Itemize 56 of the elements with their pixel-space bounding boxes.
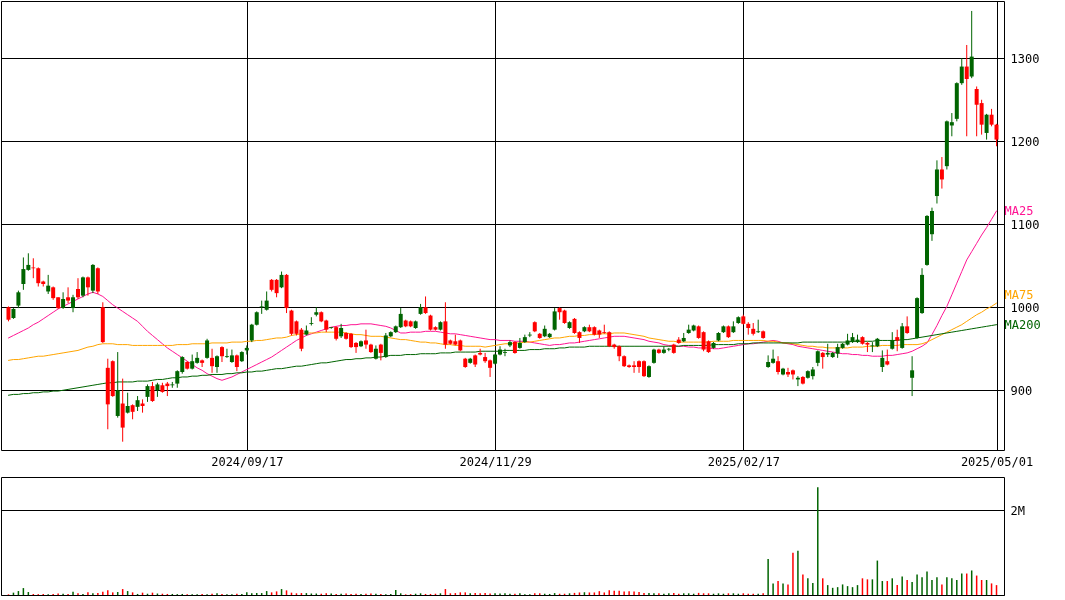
x-tick-label: 2025/02/17	[707, 454, 780, 469]
series-label: MA75	[1004, 288, 1034, 303]
candlestick	[249, 323, 254, 343]
candlestick	[309, 316, 314, 327]
candlestick	[398, 307, 403, 329]
candlestick	[229, 349, 234, 364]
y-tick-label: 1200	[1010, 134, 1040, 149]
candlestick	[443, 301, 448, 350]
y-tick-label: 2M	[1010, 503, 1025, 518]
candlestick	[910, 355, 915, 397]
candlestick	[61, 291, 66, 310]
candlestick	[776, 355, 781, 375]
candlestick	[994, 123, 999, 147]
candlestick	[895, 329, 900, 352]
candlestick	[378, 343, 383, 361]
candlestick	[964, 44, 969, 137]
candlestick	[507, 339, 512, 348]
candlestick	[264, 290, 269, 312]
candlestick	[31, 257, 36, 279]
candlestick	[483, 352, 488, 364]
candlestick	[75, 277, 80, 300]
candlestick	[939, 156, 944, 190]
candlestick	[21, 256, 26, 291]
candlestick	[766, 354, 771, 369]
candlestick	[274, 278, 279, 298]
line-series	[7, 210, 998, 381]
candlestick	[66, 286, 71, 304]
line-series	[7, 302, 998, 361]
candlestick	[150, 381, 155, 403]
candlestick	[210, 348, 215, 374]
y-tick-label: 1000	[1010, 300, 1040, 315]
candlestick	[661, 345, 666, 355]
candlestick	[502, 348, 507, 357]
series-label: MA200	[1004, 317, 1041, 332]
y-tick-label: 900	[1010, 383, 1033, 398]
candlestick	[289, 309, 294, 336]
candlestick	[756, 319, 761, 334]
candlestick	[905, 315, 910, 335]
candlestick	[984, 113, 989, 141]
x-tick-label: 2025/05/01	[960, 454, 1034, 469]
x-tick-label: 2024/11/29	[459, 454, 532, 469]
candlestick	[36, 266, 41, 287]
candlestick	[200, 359, 205, 368]
candlestick	[205, 338, 210, 360]
x-tick-label: 2024/09/17	[211, 454, 284, 469]
y-tick-label: 1300	[1010, 51, 1040, 66]
y-tick-label: 1100	[1010, 217, 1040, 232]
candlestick	[959, 57, 964, 86]
candlestick	[363, 329, 368, 350]
candlestick	[95, 266, 100, 295]
candlestick	[517, 337, 522, 350]
candlestick	[870, 341, 875, 353]
candlestick	[969, 10, 974, 79]
candlestick	[790, 369, 795, 380]
candlestick	[880, 349, 885, 373]
series-label: MA25	[1004, 203, 1034, 218]
